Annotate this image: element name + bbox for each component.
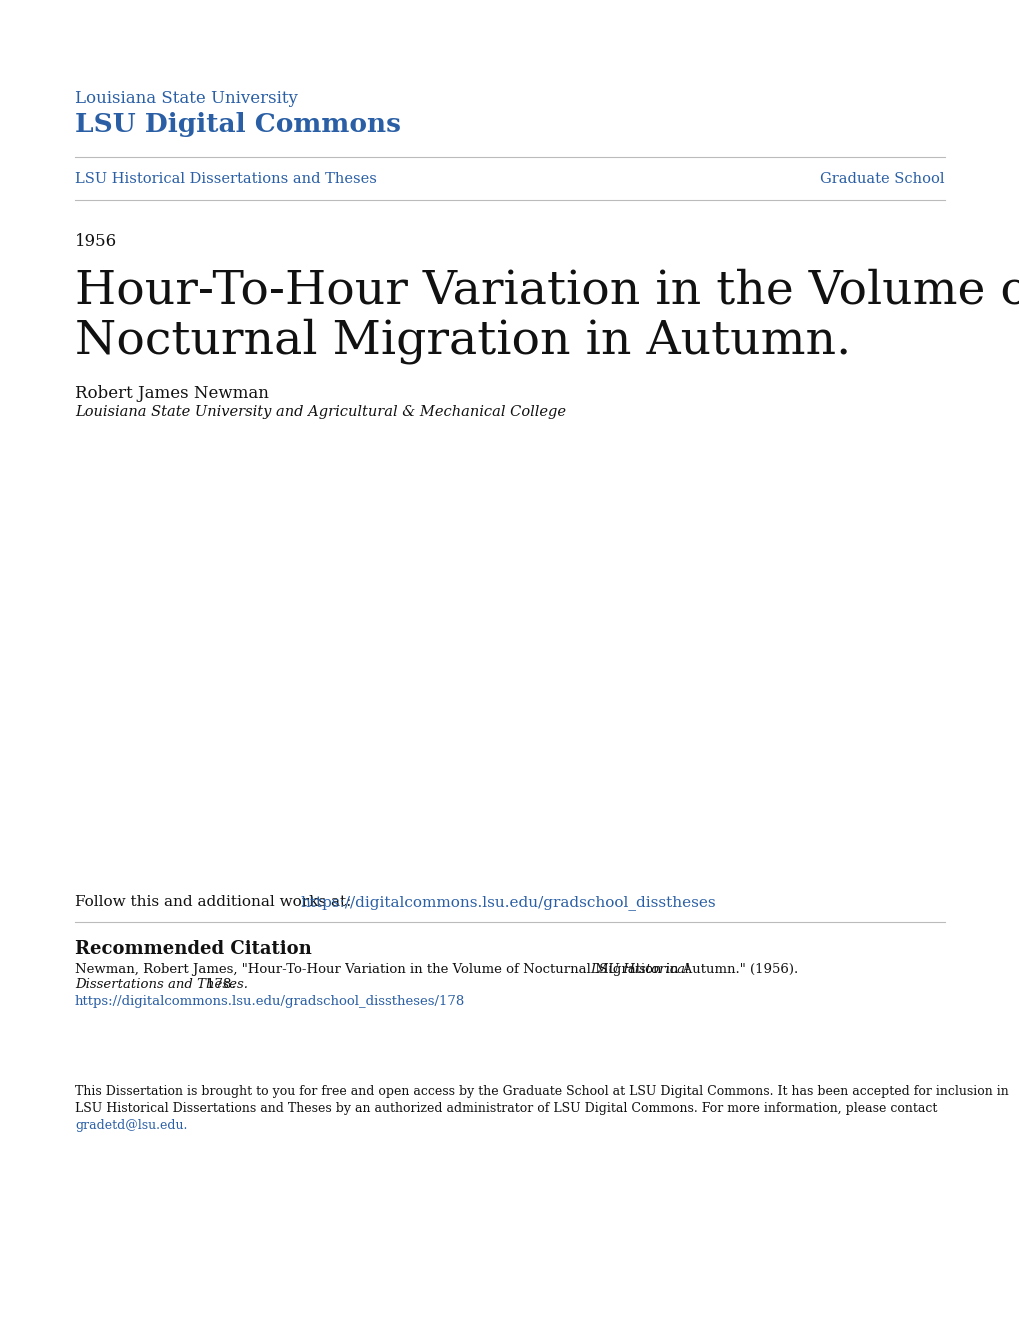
Text: Follow this and additional works at:: Follow this and additional works at: [75, 895, 356, 909]
Text: Louisiana State University: Louisiana State University [75, 90, 298, 107]
Text: Graduate School: Graduate School [819, 172, 944, 186]
Text: This Dissertation is brought to you for free and open access by the Graduate Sch: This Dissertation is brought to you for … [75, 1085, 1008, 1098]
Text: Dissertations and Theses.: Dissertations and Theses. [75, 978, 248, 991]
Text: LSU Digital Commons: LSU Digital Commons [75, 112, 400, 137]
Text: LSU Historical: LSU Historical [589, 964, 689, 975]
Text: Louisiana State University and Agricultural & Mechanical College: Louisiana State University and Agricultu… [75, 405, 566, 418]
Text: Robert James Newman: Robert James Newman [75, 385, 269, 403]
Text: 178.: 178. [203, 978, 236, 991]
Text: https://digitalcommons.lsu.edu/gradschool_disstheses/178: https://digitalcommons.lsu.edu/gradschoo… [75, 995, 465, 1008]
Text: Nocturnal Migration in Autumn.: Nocturnal Migration in Autumn. [75, 318, 850, 364]
Text: gradetd@lsu.edu.: gradetd@lsu.edu. [75, 1119, 187, 1133]
Text: https://digitalcommons.lsu.edu/gradschool_disstheses: https://digitalcommons.lsu.edu/gradschoo… [301, 895, 715, 909]
Text: Hour-To-Hour Variation in the Volume of: Hour-To-Hour Variation in the Volume of [75, 268, 1019, 313]
Text: Newman, Robert James, "Hour-To-Hour Variation in the Volume of Nocturnal Migrati: Newman, Robert James, "Hour-To-Hour Vari… [75, 964, 802, 975]
Text: 1956: 1956 [75, 234, 117, 249]
Text: LSU Historical Dissertations and Theses by an authorized administrator of LSU Di: LSU Historical Dissertations and Theses … [75, 1102, 936, 1115]
Text: Recommended Citation: Recommended Citation [75, 940, 312, 958]
Text: LSU Historical Dissertations and Theses: LSU Historical Dissertations and Theses [75, 172, 376, 186]
